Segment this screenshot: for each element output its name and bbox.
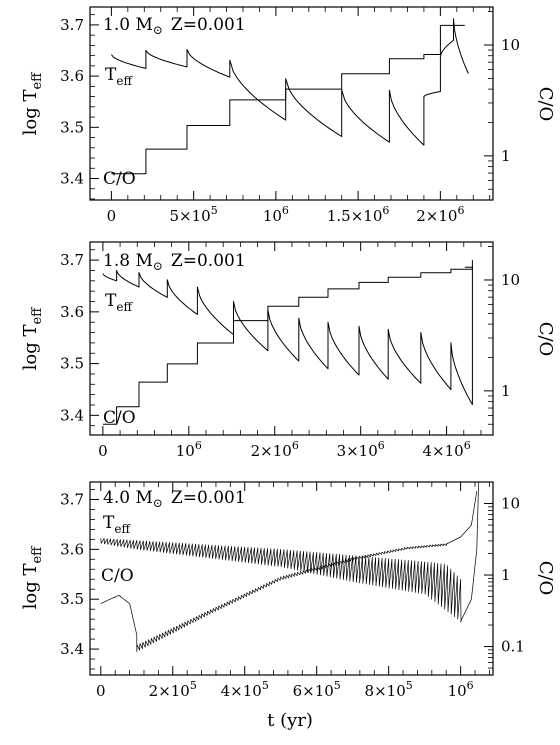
y-tick-label: 3.5 — [60, 590, 84, 608]
y-right-tick-label: 0.1 — [501, 638, 525, 656]
panel-3-ylabel-right: C/O — [535, 561, 556, 596]
panel-1-teff-label: Teff — [105, 65, 133, 88]
panel-1-co-label: C/O — [103, 169, 136, 189]
c-to-o-line — [111, 24, 465, 175]
x-tick-label: 2×105 — [149, 679, 197, 700]
panel-3-co-label: C/O — [101, 566, 134, 586]
panel-3: 4.0 M⊙ Z=0.001 log Teff C/O Teff C/O 0 2×1… — [20, 481, 556, 731]
teff-line — [111, 18, 469, 146]
panel-3-annotation: 4.0 M⊙ Z=0.001 — [103, 488, 246, 510]
panel-2-ylabel: log Teff — [20, 306, 45, 371]
x-tick-label: 0 — [96, 682, 106, 700]
panel-3-plot: 0 2×105 4×105 6×105 8×105 106 3.4 3.5 3.6 3.7 0.1 1… — [60, 481, 525, 700]
teff-line — [100, 481, 479, 622]
panel-2: 1.8 M⊙ Z=0.001 log Teff C/O Teff C/O 0 106… — [20, 241, 556, 460]
y-tick-label: 3.7 — [60, 16, 84, 34]
y-right-tick-label: 1 — [501, 147, 511, 165]
panel-1: 1.0 M⊙ Z=0.001 log Teff C/O Teff C/O 0 5×1… — [20, 6, 556, 225]
y-right-tick-label: 1 — [501, 382, 511, 400]
teff-line — [102, 260, 473, 405]
x-tick-label: 4×106 — [422, 439, 470, 460]
x-tick-label: 2×106 — [416, 204, 464, 225]
panel-1-frame — [89, 6, 494, 201]
panel-2-annotation: 1.8 M⊙ Z=0.001 — [103, 251, 246, 273]
y-tick-label: 3.7 — [60, 490, 84, 508]
y-tick-label: 3.5 — [60, 355, 84, 373]
c-to-o-line — [102, 266, 473, 425]
x-tick-label: 6×105 — [293, 679, 341, 700]
panel-2-teff-label: Teff — [105, 291, 133, 314]
panel-1-ylabel-right: C/O — [535, 87, 556, 122]
x-tick-label: 106 — [176, 439, 202, 460]
panel-3-ylabel: log Teff — [20, 545, 45, 610]
panel-2-plot: 0 106 2×106 3×106 4×106 3.4 3.5 3.6 3.7 1 10 — [60, 242, 520, 460]
y-tick-label: 3.6 — [60, 67, 84, 85]
x-tick-label: 106 — [448, 679, 474, 700]
y-tick-label: 3.7 — [60, 251, 84, 269]
y-tick-label: 3.4 — [60, 406, 84, 424]
c-to-o-line — [100, 490, 478, 652]
y-tick-label: 3.5 — [60, 118, 84, 136]
y-tick-label: 3.6 — [60, 540, 84, 558]
y-tick-label: 3.6 — [60, 303, 84, 321]
x-tick-label: 5×105 — [170, 204, 218, 225]
x-tick-label: 2×106 — [251, 439, 299, 460]
panel-1-annotation: 1.0 M⊙ Z=0.001 — [103, 15, 246, 37]
panel-3-teff-label: Teff — [103, 513, 131, 536]
x-tick-label: 3×106 — [337, 439, 385, 460]
panel-2-ylabel-right: C/O — [535, 322, 556, 357]
x-tick-label: 8×105 — [365, 679, 413, 700]
x-tick-label: 0 — [98, 442, 108, 460]
panel-3-frame — [89, 481, 494, 676]
y-right-tick-label: 10 — [501, 36, 520, 54]
panel-3-xlabel: t (yr) — [267, 710, 313, 731]
panel-2-frame — [89, 241, 494, 436]
x-tick-label: 1.5×106 — [327, 204, 390, 225]
x-tick-label: 0 — [107, 207, 117, 225]
panel-1-ylabel: log Teff — [20, 71, 45, 136]
panel-2-co-label: C/O — [103, 408, 136, 428]
y-right-tick-label: 10 — [501, 271, 520, 289]
x-tick-label: 106 — [263, 204, 289, 225]
y-tick-label: 3.4 — [60, 640, 84, 658]
y-right-tick-label: 10 — [501, 495, 520, 513]
x-tick-label: 4×105 — [221, 679, 269, 700]
panel-1-plot: 0 5×105 106 1.5×106 2×106 3.4 3.5 3.6 3.7 1 10 — [60, 7, 520, 225]
y-tick-label: 3.4 — [60, 169, 84, 187]
y-right-tick-label: 1 — [501, 566, 511, 584]
